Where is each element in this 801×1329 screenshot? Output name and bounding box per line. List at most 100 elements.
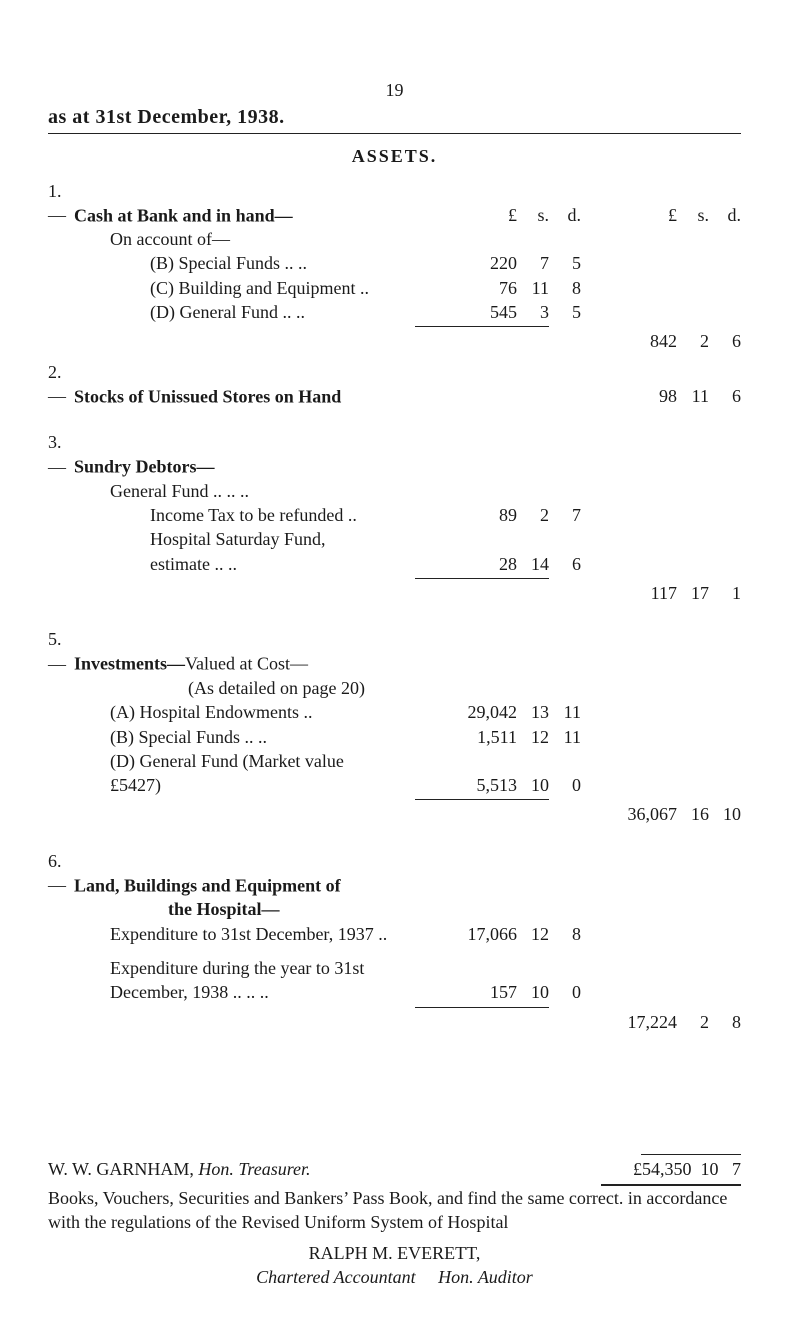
table-row: (C) Building and Equipment .. 76 11 8 bbox=[48, 276, 741, 300]
section-total-row: 36,067 16 10 bbox=[48, 802, 741, 826]
section-total-row: 842 2 6 bbox=[48, 329, 741, 353]
table-row: Expenditure to 31st December, 1937 .. 17… bbox=[48, 922, 741, 946]
row-label: Hospital Saturday Fund, bbox=[48, 527, 447, 551]
row-d: 8 bbox=[549, 922, 581, 946]
col-header-d-right: d. bbox=[709, 203, 741, 227]
total-L: 98 bbox=[607, 384, 677, 408]
grand-total: £54,350 10 7 bbox=[633, 1157, 741, 1181]
total-L: 842 bbox=[607, 329, 677, 353]
table-row: estimate .. .. 28 14 6 bbox=[48, 552, 741, 576]
total-s: 2 bbox=[677, 1010, 709, 1034]
total-d: 10 bbox=[709, 802, 741, 826]
table-row: December, 1938 .. .. .. 157 10 0 bbox=[48, 980, 741, 1004]
section-3-head: 3.—Sundry Debtors— bbox=[48, 430, 741, 479]
page-number: 19 bbox=[48, 78, 741, 102]
grand-total-rule-top bbox=[641, 1154, 741, 1155]
auditor-title-left: Chartered Accountant bbox=[256, 1267, 415, 1287]
total-L: 36,067 bbox=[607, 802, 677, 826]
table-row: Income Tax to be refunded .. 89 2 7 bbox=[48, 503, 741, 527]
section-head: Land, Buildings and Equipment of bbox=[74, 875, 341, 895]
row-label: Expenditure to 31st December, 1937 .. bbox=[48, 922, 447, 946]
table-row: £5427) 5,513 10 0 bbox=[48, 773, 741, 797]
row-L: 28 bbox=[447, 552, 517, 576]
row-label: (C) Building and Equipment .. bbox=[48, 276, 447, 300]
title-rule bbox=[48, 133, 741, 134]
row-s: 3 bbox=[517, 300, 549, 324]
treasurer-line: W. W. GARNHAM, Hon. Treasurer. bbox=[48, 1157, 311, 1181]
row-L: 76 bbox=[447, 276, 517, 300]
total-d: 8 bbox=[709, 1010, 741, 1034]
row-label: (D) General Fund (Market value bbox=[48, 749, 447, 773]
row-s: 7 bbox=[517, 251, 549, 275]
on-account-label: On account of— bbox=[48, 227, 447, 251]
row-d: 11 bbox=[549, 725, 581, 749]
row-L: 1,511 bbox=[447, 725, 517, 749]
section-1-head: 1.—Cash at Bank and in hand— £ s. d. £ s… bbox=[48, 179, 741, 228]
row-s: 14 bbox=[517, 552, 549, 576]
row-d: 5 bbox=[549, 251, 581, 275]
row-d: 8 bbox=[549, 276, 581, 300]
section-head-line2: the Hospital— bbox=[168, 899, 280, 919]
row-s: 2 bbox=[517, 503, 549, 527]
table-row: (B) Special Funds .. .. 220 7 5 bbox=[48, 251, 741, 275]
row-s: 12 bbox=[517, 725, 549, 749]
table-row: (D) General Fund (Market value bbox=[48, 749, 741, 773]
section-number: 6.— bbox=[48, 849, 74, 898]
row-d: 0 bbox=[549, 773, 581, 797]
col-header-s-right: s. bbox=[677, 203, 709, 227]
on-account-line: On account of— bbox=[48, 227, 741, 251]
section-number: 5.— bbox=[48, 627, 74, 676]
footer: W. W. GARNHAM, Hon. Treasurer. £54,350 1… bbox=[48, 1154, 741, 1289]
section-head-tail: Valued at Cost— bbox=[185, 654, 308, 674]
table-row: Expenditure during the year to 31st bbox=[48, 956, 741, 980]
row-d: 6 bbox=[549, 552, 581, 576]
row-label: (B) Special Funds .. .. bbox=[48, 725, 447, 749]
footer-paragraph: Books, Vouchers, Securities and Bankers’… bbox=[48, 1186, 741, 1235]
row-label: £5427) bbox=[48, 773, 447, 797]
total-s: 2 bbox=[677, 329, 709, 353]
row-s: 10 bbox=[517, 773, 549, 797]
treasurer-title: Hon. Treasurer. bbox=[198, 1159, 310, 1179]
table-row: Hospital Saturday Fund, bbox=[48, 527, 741, 551]
general-fund-line: General Fund .. .. .. bbox=[48, 479, 741, 503]
row-d: 7 bbox=[549, 503, 581, 527]
section-head: Investments— bbox=[74, 654, 185, 674]
row-label: (D) General Fund .. .. bbox=[48, 300, 447, 324]
col-header-d: d. bbox=[549, 203, 581, 227]
subtotal-rule bbox=[415, 578, 549, 579]
row-s: 12 bbox=[517, 922, 549, 946]
total-s: 16 bbox=[677, 802, 709, 826]
section-5-note: (As detailed on page 20) bbox=[48, 676, 741, 700]
auditor-title-right: Hon. Auditor bbox=[438, 1267, 533, 1287]
total-s: 17 bbox=[677, 581, 709, 605]
total-s: 11 bbox=[677, 384, 709, 408]
signature-block: RALPH M. EVERETT, Chartered Accountant H… bbox=[48, 1241, 741, 1290]
row-d: 11 bbox=[549, 700, 581, 724]
total-d: 1 bbox=[709, 581, 741, 605]
row-label: General Fund .. .. .. bbox=[48, 479, 447, 503]
row-label: (A) Hospital Endowments .. bbox=[48, 700, 447, 724]
row-L: 17,066 bbox=[447, 922, 517, 946]
row-label: estimate .. .. bbox=[48, 552, 447, 576]
table-row: (A) Hospital Endowments .. 29,042 13 11 bbox=[48, 700, 741, 724]
subtotal-rule bbox=[415, 1007, 549, 1008]
row-d: 0 bbox=[549, 980, 581, 1004]
row-d: 5 bbox=[549, 300, 581, 324]
row-s: 11 bbox=[517, 276, 549, 300]
total-d: 6 bbox=[709, 329, 741, 353]
col-header-s: s. bbox=[517, 203, 549, 227]
assets-heading: ASSETS. bbox=[48, 144, 741, 168]
row-label: Income Tax to be refunded .. bbox=[48, 503, 447, 527]
row-label: December, 1938 .. .. .. bbox=[48, 980, 447, 1004]
row-s: 13 bbox=[517, 700, 549, 724]
section-head: Stocks of Unissued Stores on Hand bbox=[74, 386, 341, 406]
row-s: 10 bbox=[517, 980, 549, 1004]
table-row: (B) Special Funds .. .. 1,511 12 11 bbox=[48, 725, 741, 749]
section-number: 2.— bbox=[48, 360, 74, 409]
row-label: Expenditure during the year to 31st bbox=[48, 956, 447, 980]
row-L: 89 bbox=[447, 503, 517, 527]
total-d: 6 bbox=[709, 384, 741, 408]
section-2-row: 2.—Stocks of Unissued Stores on Hand 98 … bbox=[48, 360, 741, 409]
col-header-L: £ bbox=[447, 203, 517, 227]
col-header-L-right: £ bbox=[607, 203, 677, 227]
